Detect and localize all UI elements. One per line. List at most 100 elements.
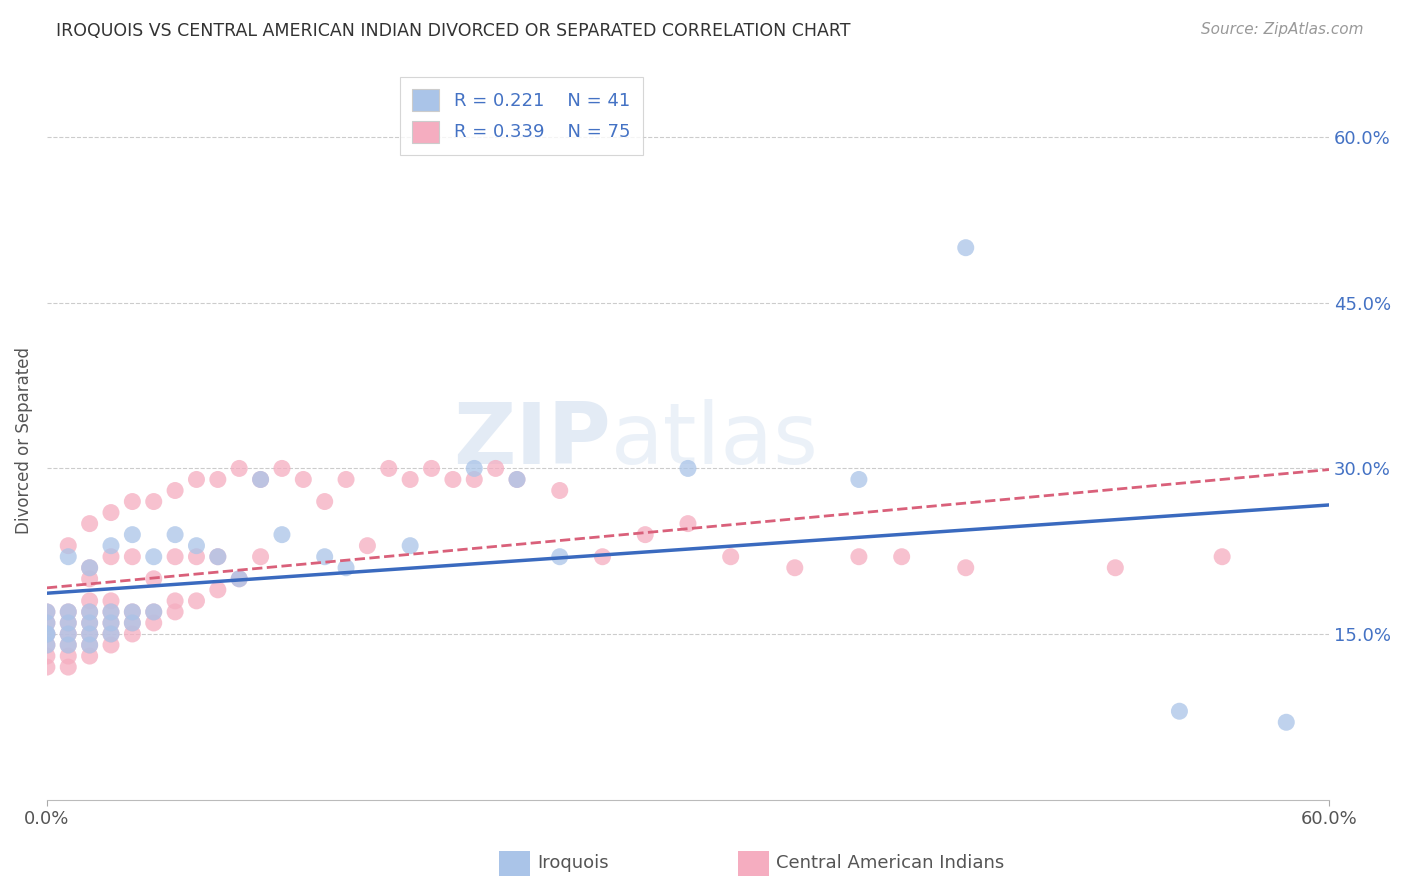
Text: Source: ZipAtlas.com: Source: ZipAtlas.com <box>1201 22 1364 37</box>
Point <box>58 615 80 630</box>
Point <box>634 527 657 541</box>
Point <box>186 549 208 564</box>
Point <box>506 473 529 487</box>
Point <box>249 549 271 564</box>
Point <box>58 627 80 641</box>
Point <box>121 494 143 508</box>
Point <box>485 461 508 475</box>
Point <box>186 539 208 553</box>
Point <box>58 605 80 619</box>
Point <box>955 560 977 574</box>
Point <box>783 560 806 574</box>
Point <box>676 516 699 531</box>
Point <box>142 605 165 619</box>
Point <box>35 627 58 641</box>
Point <box>207 473 229 487</box>
Point <box>58 539 80 553</box>
Point <box>79 605 101 619</box>
Point <box>79 572 101 586</box>
Point <box>292 473 315 487</box>
Text: IROQUOIS VS CENTRAL AMERICAN INDIAN DIVORCED OR SEPARATED CORRELATION CHART: IROQUOIS VS CENTRAL AMERICAN INDIAN DIVO… <box>56 22 851 40</box>
Point <box>35 638 58 652</box>
Point <box>142 615 165 630</box>
Text: ZIP: ZIP <box>453 400 612 483</box>
Point <box>79 560 101 574</box>
Point <box>79 638 101 652</box>
Point <box>271 527 294 541</box>
Point <box>165 549 187 564</box>
Point <box>121 605 143 619</box>
Point <box>165 594 187 608</box>
Point <box>1104 560 1126 574</box>
Point <box>314 549 336 564</box>
Point <box>1275 715 1298 730</box>
Point <box>207 582 229 597</box>
Point <box>1168 704 1191 718</box>
Point <box>121 615 143 630</box>
Point <box>592 549 614 564</box>
Point <box>79 638 101 652</box>
Point <box>186 473 208 487</box>
Point <box>142 494 165 508</box>
Point <box>35 648 58 663</box>
Point <box>121 627 143 641</box>
Point <box>399 473 422 487</box>
Point <box>79 615 101 630</box>
Point <box>335 560 357 574</box>
Point <box>58 648 80 663</box>
Point <box>79 627 101 641</box>
Point <box>79 516 101 531</box>
Point <box>848 473 870 487</box>
Point <box>58 627 80 641</box>
Point <box>463 461 485 475</box>
Point <box>100 594 122 608</box>
Point <box>249 473 271 487</box>
Point <box>58 615 80 630</box>
Point <box>58 549 80 564</box>
Point <box>100 605 122 619</box>
Point <box>79 594 101 608</box>
Point <box>228 461 250 475</box>
Point <box>35 627 58 641</box>
Point <box>228 572 250 586</box>
Point <box>271 461 294 475</box>
Point <box>79 605 101 619</box>
Point <box>121 527 143 541</box>
Point <box>100 605 122 619</box>
Point <box>356 539 378 553</box>
Point <box>441 473 464 487</box>
Point <box>100 627 122 641</box>
Point <box>165 483 187 498</box>
Point <box>35 660 58 674</box>
Point <box>35 605 58 619</box>
Legend: R = 0.221    N = 41, R = 0.339    N = 75: R = 0.221 N = 41, R = 0.339 N = 75 <box>399 77 643 155</box>
Point <box>100 615 122 630</box>
Point <box>58 605 80 619</box>
Point <box>100 506 122 520</box>
Point <box>100 615 122 630</box>
Point <box>79 648 101 663</box>
Point <box>58 638 80 652</box>
Point <box>121 549 143 564</box>
Point <box>142 605 165 619</box>
Point <box>1211 549 1233 564</box>
Point <box>314 494 336 508</box>
Point <box>121 615 143 630</box>
Point <box>548 483 571 498</box>
Point <box>848 549 870 564</box>
Point <box>79 560 101 574</box>
Point <box>79 615 101 630</box>
Point <box>35 638 58 652</box>
Point <box>249 473 271 487</box>
Point <box>228 572 250 586</box>
Point <box>207 549 229 564</box>
Text: Iroquois: Iroquois <box>537 855 609 872</box>
Point <box>58 660 80 674</box>
Point <box>207 549 229 564</box>
Point <box>165 527 187 541</box>
Point <box>420 461 443 475</box>
Y-axis label: Divorced or Separated: Divorced or Separated <box>15 347 32 534</box>
Point <box>463 473 485 487</box>
Text: atlas: atlas <box>612 400 820 483</box>
Point <box>506 473 529 487</box>
